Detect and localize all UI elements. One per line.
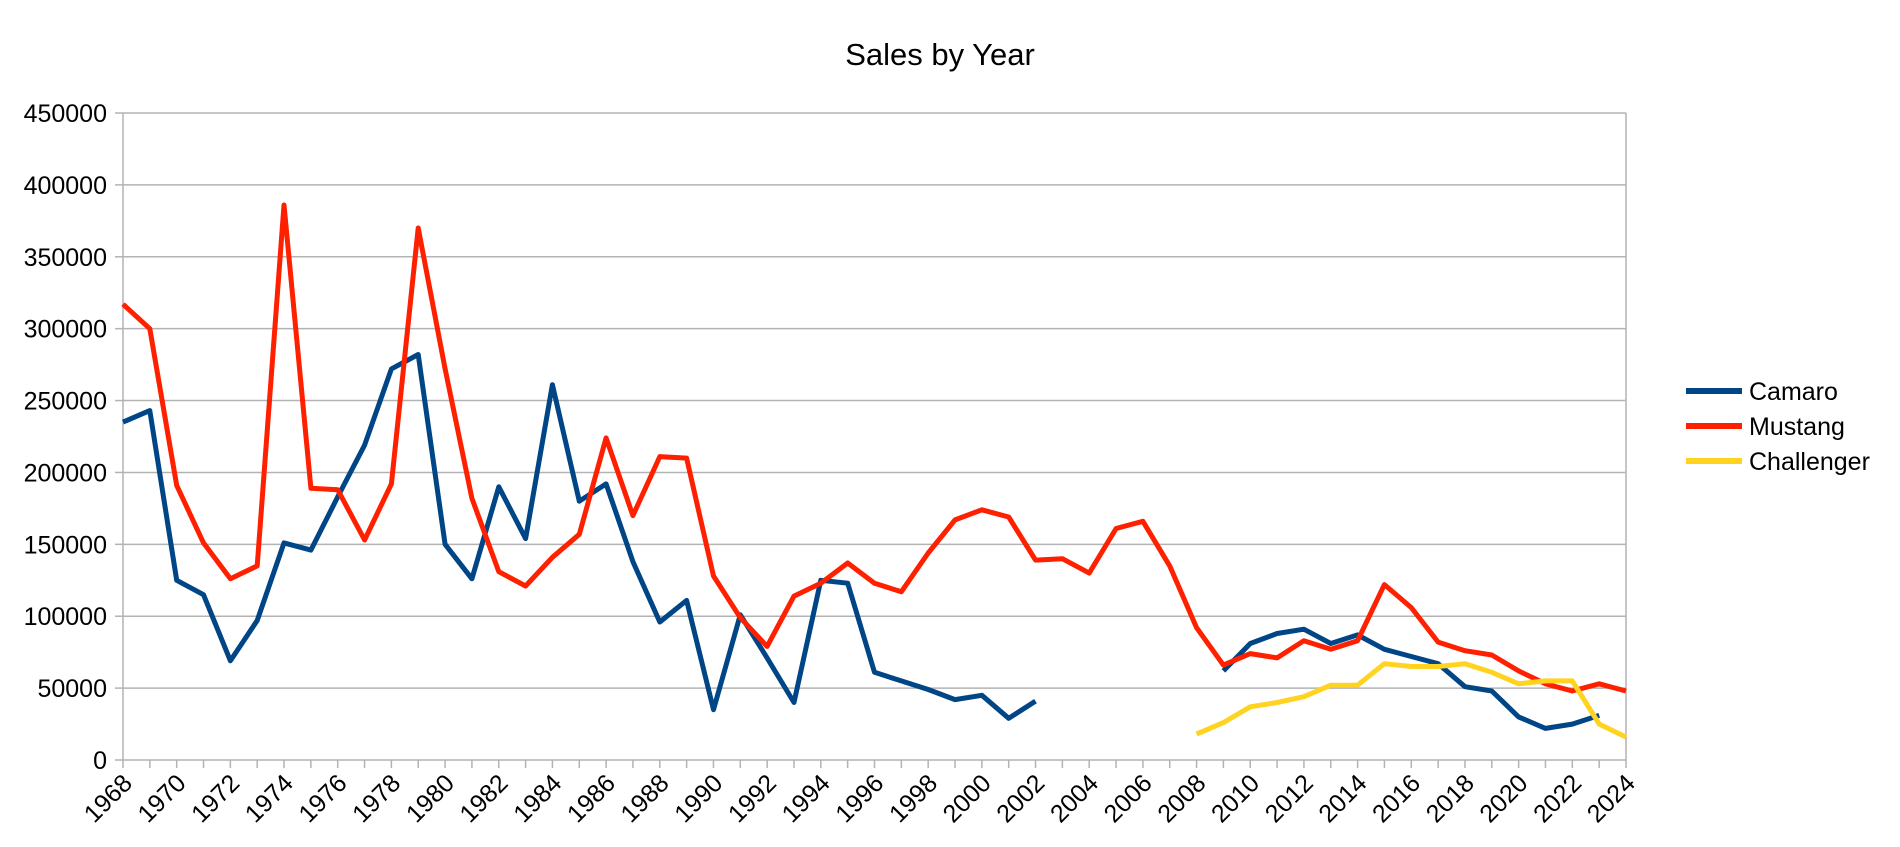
- x-tick-label: 1968: [79, 769, 138, 828]
- y-tick-label: 0: [93, 747, 107, 775]
- x-tick-label: 1996: [830, 769, 889, 828]
- y-tick-label: 50000: [37, 675, 107, 703]
- series-camaro: [122, 352, 1600, 731]
- x-tick-label: 2010: [1206, 769, 1265, 828]
- legend-item-mustang: Mustang: [1686, 413, 1845, 441]
- x-tick-label: 1970: [132, 769, 191, 828]
- legend-item-camaro: Camaro: [1686, 378, 1838, 406]
- plot-frame: [122, 113, 1627, 760]
- x-tick-label: 2004: [1045, 769, 1104, 828]
- x-tick-label: 2018: [1421, 769, 1480, 828]
- x-tick-label: 2008: [1152, 769, 1211, 828]
- series-group: [121, 202, 1628, 740]
- legend-item-challenger: Challenger: [1686, 448, 1870, 476]
- series-line-challenger: [1195, 661, 1628, 740]
- x-tick-label: 1992: [723, 769, 782, 828]
- x-tick-label: 2016: [1367, 769, 1426, 828]
- series-challenger: [1195, 661, 1628, 740]
- x-tick-label: 2020: [1474, 769, 1533, 828]
- x-tick-label: 1988: [616, 769, 675, 828]
- legend-label: Mustang: [1749, 413, 1845, 441]
- x-tick-label: 2012: [1260, 769, 1319, 828]
- y-axis: 0 50000 100000 150000 200000 250000 300000 3500…: [24, 100, 123, 775]
- chart-title: Sales by Year: [845, 37, 1035, 72]
- series-line-camaro: [122, 352, 1037, 721]
- x-tick-label: 2006: [1099, 769, 1158, 828]
- x-tick-label: 1972: [186, 769, 245, 828]
- y-tick-label: 100000: [24, 603, 107, 631]
- gridlines: [123, 112, 1626, 761]
- x-tick-label: 2014: [1313, 769, 1372, 828]
- y-tick-label: 450000: [24, 100, 107, 128]
- y-tick-label: 150000: [24, 531, 107, 559]
- y-tick-label: 350000: [24, 244, 107, 272]
- x-tick-label: 1984: [508, 769, 567, 828]
- x-tick-label: 1976: [293, 769, 352, 828]
- x-tick-label: 2022: [1528, 769, 1587, 828]
- x-tick-label: 1994: [777, 769, 836, 828]
- x-tick-label: 1980: [401, 769, 460, 828]
- series-mustang: [121, 202, 1627, 694]
- x-tick-label: 2024: [1582, 769, 1641, 828]
- x-tick-label: 1982: [454, 769, 513, 828]
- x-tick-label: 1974: [240, 769, 299, 828]
- y-tick-label: 300000: [24, 316, 107, 344]
- x-tick-label: 1998: [884, 769, 943, 828]
- series-line-camaro: [1221, 626, 1600, 731]
- x-tick-label: 1986: [562, 769, 621, 828]
- x-tick-label: 2002: [991, 769, 1050, 828]
- x-tick-label: 1990: [669, 769, 728, 828]
- y-tick-label: 250000: [24, 388, 107, 416]
- y-tick-label: 400000: [24, 172, 107, 200]
- y-tick-label: 200000: [24, 459, 107, 487]
- legend-label: Challenger: [1749, 448, 1870, 476]
- x-tick-label: 1978: [347, 769, 406, 828]
- legend-label: Camaro: [1749, 378, 1838, 406]
- series-line-mustang: [121, 202, 1627, 694]
- legend: Camaro Mustang Challenger: [1686, 378, 1870, 476]
- x-tick-label: 2000: [938, 769, 997, 828]
- x-axis: 1968197019721974197619781980198219841986…: [79, 760, 1641, 828]
